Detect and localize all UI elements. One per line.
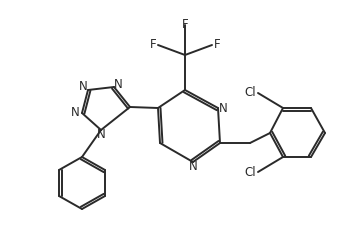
Text: N: N xyxy=(189,160,197,173)
Text: F: F xyxy=(182,17,188,30)
Text: F: F xyxy=(150,39,156,52)
Text: N: N xyxy=(97,128,105,141)
Text: Cl: Cl xyxy=(244,165,256,178)
Text: Cl: Cl xyxy=(244,86,256,99)
Text: N: N xyxy=(219,101,227,114)
Text: N: N xyxy=(114,77,122,91)
Text: F: F xyxy=(214,39,220,52)
Text: N: N xyxy=(71,106,79,119)
Text: N: N xyxy=(79,81,87,94)
